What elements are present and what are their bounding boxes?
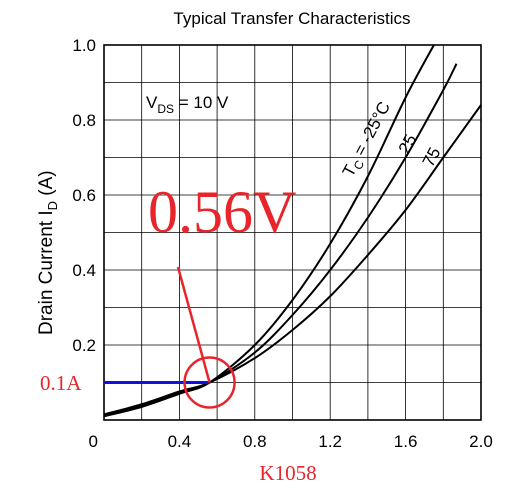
- y-tick-label: 0.6: [72, 186, 96, 205]
- curve-label-mid: 25: [395, 131, 421, 157]
- curves: [103, 44, 482, 418]
- curve-label-tc-rest: = -25°C: [348, 98, 394, 163]
- y-tick-label: 0.4: [72, 261, 96, 280]
- grid: [104, 45, 481, 420]
- x-tick-label: 0.4: [168, 432, 192, 451]
- condition-sub: DS: [157, 102, 174, 116]
- x-ticks: 0 0.4 0.8 1.2 1.6 2.0: [89, 432, 493, 451]
- y-tick-label: 1.0: [72, 36, 96, 55]
- x-tick-label: 1.2: [318, 432, 342, 451]
- condition-label: VDS = 10 V: [146, 93, 229, 116]
- pointer-line: [176, 266, 211, 383]
- current-label: 0.1A: [40, 371, 82, 395]
- y-axis-label-unit: (A): [36, 170, 57, 201]
- x-tick-label: 2.0: [469, 432, 493, 451]
- x-tick-label: 1.6: [394, 432, 418, 451]
- x-tick-label: 0.8: [243, 432, 267, 451]
- highlight-circle: [183, 356, 236, 409]
- y-axis-label-main: Drain Current I: [36, 210, 57, 335]
- y-ticks: 0.2 0.4 0.6 0.8 1.0: [72, 36, 96, 355]
- y-axis-label-sub: D: [45, 201, 60, 210]
- y-tick-label: 0.2: [72, 336, 96, 355]
- series-line-1: [103, 63, 458, 417]
- y-axis-label: Drain Current ID (A): [36, 170, 60, 335]
- condition-main: V: [146, 93, 158, 112]
- condition-rest: = 10 V: [174, 93, 229, 112]
- plot-frame: [103, 44, 482, 421]
- curve-label-hot: 75: [419, 144, 445, 170]
- y-tick-label: 0.8: [72, 111, 96, 130]
- chart-title: Typical Transfer Characteristics: [173, 9, 410, 28]
- voltage-label: 0.56V: [148, 179, 296, 245]
- series-line-2: [103, 104, 482, 416]
- part-number: K1058: [259, 461, 316, 485]
- x-tick-label: 0: [89, 432, 98, 451]
